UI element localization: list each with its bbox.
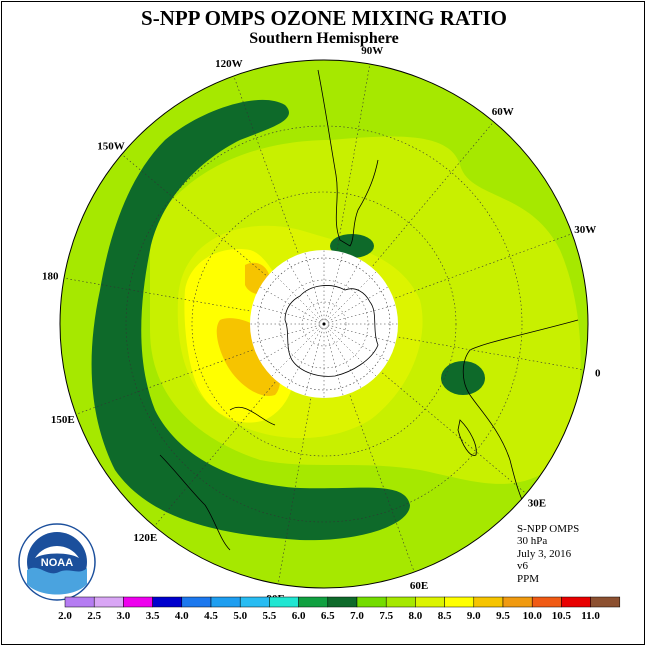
polar-meridian (252, 323, 325, 344)
polar-meridian (323, 252, 344, 325)
polar-meridian (252, 304, 325, 325)
africa-coastline (462, 319, 579, 516)
polar-meridian (323, 323, 396, 344)
longitude-label: 30E (528, 498, 546, 510)
info-pressure: 30 hPa (517, 535, 548, 548)
info-version: v6 (517, 560, 528, 573)
longitude-labels: 90W 60W 30W 0 30E 60E 90E 120E 150E 180 150W 120W (42, 45, 601, 605)
south-pole-marker (322, 322, 326, 326)
latitude-circle (125, 125, 523, 523)
longitude-label: 120W (215, 58, 243, 70)
info-units: PPM (517, 572, 540, 585)
latitude-circle (301, 301, 347, 347)
polar-meridian (271, 323, 325, 377)
longitude-label: 90W (361, 45, 383, 57)
longitude-label: 60E (410, 580, 428, 592)
meridian-line (63, 277, 325, 325)
polar-meridian (323, 323, 389, 362)
polar-meridian (323, 259, 362, 325)
polar-meridian (286, 323, 325, 389)
longitude-label: 150W (97, 140, 125, 152)
map-subtitle: Southern Hemisphere (249, 30, 399, 47)
polar-meridian (271, 271, 325, 325)
polar-meridian (323, 323, 377, 377)
meridian-line (277, 323, 325, 585)
meridian-line (323, 63, 371, 325)
polar-meridian (323, 323, 344, 396)
noaa-logo-text: NOAA (41, 557, 73, 569)
polar-meridian (259, 323, 325, 362)
polar-meridian (304, 323, 325, 396)
polar-meridian (323, 271, 377, 325)
longitude-label: 150E (51, 414, 75, 426)
polar-meridian (323, 323, 362, 389)
polar-graticule (250, 250, 398, 398)
info-date: July 3, 2016 (517, 547, 572, 560)
latitude-circle (191, 191, 457, 457)
info-block: S-NPP OMPS 30 hPa July 3, 2016 v6 PPM (517, 523, 579, 585)
longitude-label: 90E (267, 593, 285, 605)
latitude-circle (257, 257, 391, 391)
map-boundary (59, 59, 589, 589)
longitude-label: 60W (492, 106, 514, 118)
polar-meridian (323, 286, 389, 325)
longitude-label: 120E (133, 532, 157, 544)
noaa-logo: NOAA (18, 523, 96, 601)
longitude-label: 0 (595, 367, 601, 379)
polar-meridian (259, 286, 325, 325)
polar-meridian (304, 252, 325, 325)
dark-green-band (91, 99, 410, 541)
australia-coastline (159, 407, 276, 551)
dark-green-blob (441, 361, 485, 395)
map-title: S-NPP OMPS OZONE MIXING RATIO (141, 6, 507, 30)
info-satellite: S-NPP OMPS (517, 523, 580, 535)
longitude-label: 30W (574, 224, 596, 236)
madagascar-coastline (457, 419, 477, 456)
antarctica-coastline (284, 285, 379, 377)
longitude-label: 180 (42, 271, 59, 283)
polar-meridian (286, 259, 325, 325)
polar-meridian (323, 304, 396, 325)
meridian-line (323, 323, 585, 371)
south-america-coastline (317, 69, 379, 247)
